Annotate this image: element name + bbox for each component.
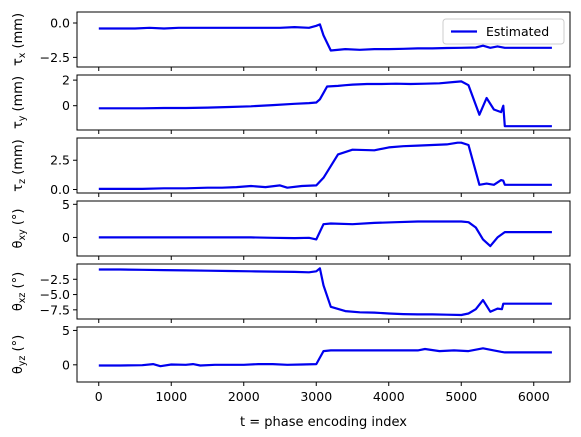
y-label-subscript: xz bbox=[17, 293, 28, 304]
series-line bbox=[98, 141, 552, 190]
x-tick-label: 5000 bbox=[445, 389, 477, 404]
x-tick-label: 4000 bbox=[373, 389, 405, 404]
panel-frame bbox=[76, 263, 571, 320]
y-label-subscript: x bbox=[17, 52, 28, 58]
y-tick-label: 2 bbox=[62, 73, 70, 88]
panel-2: 2 0 τy (mm) bbox=[11, 73, 571, 134]
series-line bbox=[98, 220, 552, 248]
y-tick-label: 0 bbox=[62, 357, 70, 372]
y-tick-label: −2.5 bbox=[40, 272, 70, 287]
y-label-symbol: θ bbox=[11, 241, 26, 249]
y-label-symbol: θ bbox=[11, 303, 26, 311]
y-tick-label: 0.0 bbox=[50, 182, 70, 197]
y-label-symbol: τ bbox=[11, 121, 26, 129]
y-label-subscript: yz bbox=[17, 356, 28, 367]
y-tick-label: 5 bbox=[62, 197, 70, 212]
series-line bbox=[98, 23, 552, 52]
legend: Estimated bbox=[442, 18, 565, 45]
y-tick-label: 0.0 bbox=[50, 16, 70, 31]
x-tick-label: 1000 bbox=[155, 389, 187, 404]
x-tick-label: 0 bbox=[95, 389, 103, 404]
panel-frame bbox=[76, 74, 571, 131]
y-axis-label: θxy (°) bbox=[11, 209, 28, 249]
y-axis-label: θxz (°) bbox=[11, 272, 28, 311]
panel-frame bbox=[76, 326, 571, 383]
y-label-unit: (mm) bbox=[11, 13, 26, 53]
x-tick-label: 2000 bbox=[228, 389, 260, 404]
y-axis-label: τx (mm) bbox=[11, 13, 28, 66]
panel-3: 2.5 0.0 τz (mm) bbox=[11, 137, 571, 197]
series-line bbox=[98, 347, 552, 368]
series-line bbox=[98, 267, 552, 317]
panel-5: −2.5−5.0−7.5 θxz (°) bbox=[11, 263, 571, 323]
y-label-symbol: τ bbox=[11, 58, 26, 66]
y-label-unit: (°) bbox=[11, 272, 26, 293]
y-tick-label: −2.5 bbox=[40, 50, 70, 65]
y-axis-label: θyz (°) bbox=[11, 335, 28, 374]
y-axis-label: τz (mm) bbox=[11, 139, 28, 191]
y-label-subscript: z bbox=[17, 179, 28, 184]
y-label-subscript: y bbox=[17, 115, 28, 121]
legend-box bbox=[442, 18, 565, 45]
panel-frame bbox=[76, 137, 571, 194]
panel-4: 5 0 θxy (°) bbox=[11, 197, 571, 260]
legend-label: Estimated bbox=[486, 24, 549, 39]
y-tick-label: 0 bbox=[62, 98, 70, 113]
panel-1: 0.0 −2.5 τx (mm) bbox=[11, 11, 571, 71]
x-axis-label: t = phase encoding index bbox=[240, 415, 407, 430]
panel-frame bbox=[76, 11, 571, 68]
y-tick-label: 0 bbox=[62, 230, 70, 245]
y-label-unit: (mm) bbox=[11, 139, 26, 179]
y-label-symbol: θ bbox=[11, 366, 26, 374]
x-tick-label: 3000 bbox=[300, 389, 332, 404]
y-tick-label: 5 bbox=[62, 323, 70, 338]
panel-frame bbox=[76, 200, 571, 257]
x-tick-label: 6000 bbox=[518, 389, 550, 404]
y-label-unit: (°) bbox=[11, 335, 26, 356]
y-tick-label: −7.5 bbox=[40, 302, 70, 317]
y-tick-label: −5.0 bbox=[40, 287, 70, 302]
y-tick-label: 2.5 bbox=[50, 153, 70, 168]
y-label-unit: (mm) bbox=[11, 76, 26, 116]
y-label-unit: (°) bbox=[11, 209, 26, 230]
panel-6: 5 0 θyz (°) bbox=[11, 323, 571, 386]
y-label-symbol: τ bbox=[11, 184, 26, 192]
series-line bbox=[98, 80, 552, 128]
y-axis-label: τy (mm) bbox=[11, 76, 28, 129]
y-label-subscript: xy bbox=[17, 229, 28, 241]
